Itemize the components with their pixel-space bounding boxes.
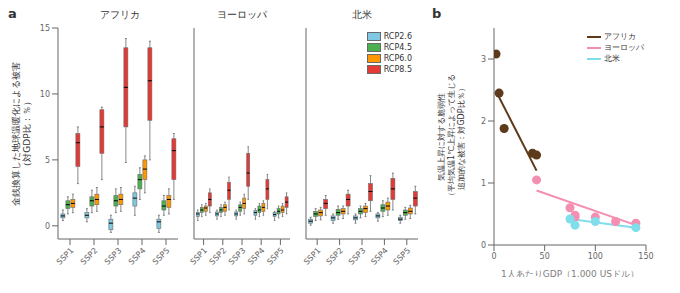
svg-text:SSP3: SSP3 [103,246,124,267]
svg-text:SSP5: SSP5 [392,246,413,267]
html-text:ヨーロッパ: ヨーロッパ [217,9,267,20]
svg-text:150: 150 [638,252,653,261]
html-text:北米: 北米 [604,54,620,63]
svg-text:SSP2: SSP2 [79,246,100,267]
html-text:b: b [432,6,442,21]
svg-text:SSP5: SSP5 [151,246,172,267]
html-text:アフリカ: アフリカ [604,32,636,41]
svg-text:SSP3: SSP3 [227,246,248,267]
html-text:RCP6.0: RCP6.0 [383,54,412,63]
html-text:RCP2.6: RCP2.6 [383,32,412,41]
svg-text:50: 50 [540,252,550,261]
html-text:（平均気温1℃上昇によって生じる: （平均気温1℃上昇によって生じる [446,73,455,200]
svg-text:3: 3 [481,55,486,64]
html-text:追加的な被害：対GDP比％）: 追加的な被害：対GDP比％） [456,83,465,190]
svg-text:SSP2: SSP2 [324,246,345,267]
html-text:気温上昇に対する脆弱性: 気温上昇に対する脆弱性 [436,92,445,181]
svg-text:SSP2: SSP2 [208,246,229,267]
html-text:a: a [8,6,17,21]
svg-text:SSP1: SSP1 [302,246,323,267]
svg-text:2: 2 [481,117,486,126]
svg-text:10: 10 [40,90,50,99]
svg-text:0: 0 [481,241,486,250]
html-text:金銭換算した地球温暖化による被害: 金銭換算した地球温暖化による被害 [10,61,20,206]
svg-text:SSP1: SSP1 [188,246,209,267]
html-text:ヨーロッパ: ヨーロッパ [604,43,644,52]
svg-text:5: 5 [45,156,50,165]
svg-text:1人あたりGDP（1,000 USドル）: 1人あたりGDP（1,000 USドル） [501,269,639,277]
svg-text:SSP4: SSP4 [127,246,148,267]
svg-text:SSP3: SSP3 [347,246,368,267]
html-text:北米: 北米 [352,9,372,20]
svg-text:100: 100 [588,252,603,261]
svg-text:SSP4: SSP4 [246,246,267,267]
svg-text:15: 15 [40,24,50,33]
svg-text:SSP4: SSP4 [369,246,390,267]
html-text:アフリカ: アフリカ [100,9,140,20]
html-text:（対GDP比：％）: （対GDP比：％） [21,96,31,171]
svg-text:SSP5: SSP5 [265,246,286,267]
svg-text:0: 0 [45,222,50,231]
svg-text:1: 1 [481,179,486,188]
html-text:RCP4.5: RCP4.5 [383,43,412,52]
svg-text:SSP1: SSP1 [55,246,76,267]
html-text:RCP8.5: RCP8.5 [383,65,412,74]
svg-text:0: 0 [491,252,496,261]
